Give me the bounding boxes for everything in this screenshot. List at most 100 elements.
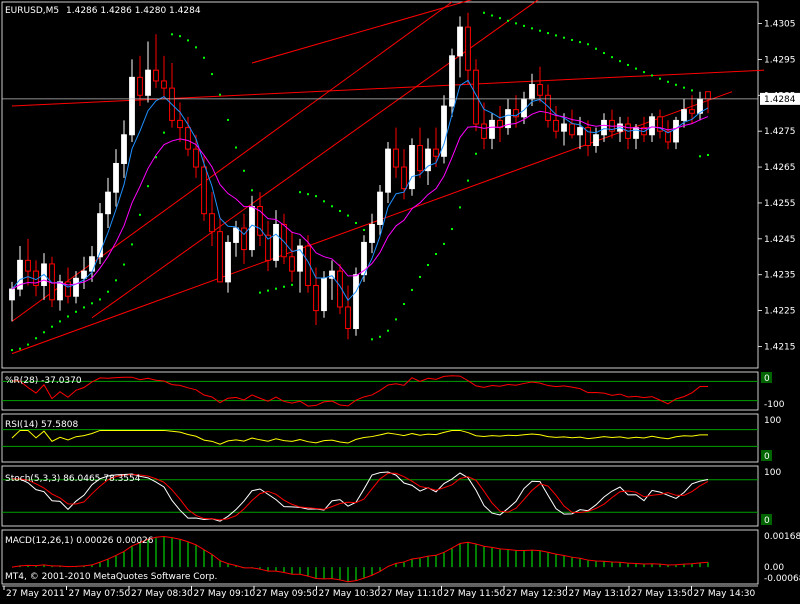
- trendline: [11, 1, 453, 322]
- candle-body: [25, 259, 31, 272]
- sar-dot: [43, 331, 45, 334]
- sar-dot: [115, 279, 117, 282]
- sar-dot: [299, 191, 301, 194]
- scale-marker: [761, 514, 772, 525]
- candle-body: [417, 145, 423, 172]
- candle-body: [465, 26, 471, 71]
- candle-body: [49, 263, 55, 301]
- candle-body: [529, 84, 535, 100]
- symbol-label: EURUSD,M5: [5, 6, 59, 16]
- pane-frame: [1, 1, 759, 369]
- price-tick-label: 1.4215: [764, 342, 796, 352]
- candle-body: [369, 223, 375, 243]
- sar-dot: [347, 214, 349, 217]
- pane-frame: [1, 413, 759, 463]
- scale-marker: [761, 372, 772, 383]
- candle-body: [81, 270, 87, 279]
- candle-body: [425, 148, 431, 172]
- stochastic-pane[interactable]: Stoch(5,3,3) 86.0465 78.3554: [2, 471, 758, 522]
- sar-dot: [171, 33, 173, 36]
- candle-body: [401, 166, 407, 190]
- scale-label: 100: [764, 416, 781, 426]
- candle-body: [233, 227, 239, 243]
- candle-body: [249, 206, 255, 251]
- sar-dot: [547, 32, 549, 35]
- sar-dot: [491, 14, 493, 17]
- sar-dot: [707, 154, 709, 157]
- price-tick-label: 1.4275: [764, 127, 796, 137]
- candle-body: [289, 256, 295, 272]
- sar-dot: [651, 74, 653, 77]
- candle-body: [361, 241, 367, 276]
- sar-dot: [579, 41, 581, 44]
- candle-body: [281, 223, 287, 258]
- candle-body: [473, 69, 479, 125]
- sar-dot: [499, 17, 501, 20]
- macd-label: MACD(12,26,1) 0.00026 0.00026: [5, 536, 154, 546]
- time-axis: 27 May 2011 27 May 07:50 27 May 08:30 27 Ma…: [3, 586, 755, 599]
- sar-dot: [403, 303, 405, 306]
- candle-body: [457, 26, 463, 57]
- sar-dot: [35, 337, 37, 340]
- macd-signal-series: [11, 535, 709, 583]
- candle-body: [201, 166, 207, 215]
- sar-dot: [667, 80, 669, 83]
- sar-dot: [123, 263, 125, 266]
- candle-body: [345, 306, 351, 330]
- price-pane[interactable]: EURUSD,M5 1.4286 1.4286 1.4280 1.4284: [2, 0, 765, 355]
- sar-dot: [531, 27, 533, 30]
- sar-dot: [459, 206, 461, 209]
- time-tick-label: 27 May 2011: [6, 589, 65, 599]
- sar-dot: [451, 228, 453, 231]
- sar-dot: [675, 83, 677, 86]
- sar-dot: [251, 189, 253, 192]
- candle-body: [105, 191, 111, 215]
- sar-dot: [523, 24, 525, 27]
- scale-marker: [761, 450, 772, 461]
- candle-body: [409, 145, 415, 190]
- time-tick-label: 27 May 13:10: [569, 589, 631, 599]
- sar-dot: [163, 131, 165, 134]
- candle-body: [593, 134, 599, 147]
- sar-dot: [563, 36, 565, 39]
- pane-frame: [1, 371, 759, 411]
- rsi-pane[interactable]: RSI(14) 57.5808: [2, 420, 758, 447]
- candle-body: [273, 223, 279, 261]
- sar-dot: [443, 242, 445, 245]
- sar-dot: [139, 213, 141, 216]
- candle-body: [481, 123, 487, 139]
- sar-dot: [155, 156, 157, 159]
- candle-body: [57, 281, 63, 301]
- stochastic-label: Stoch(5,3,3) 86.0465 78.3554: [5, 474, 141, 484]
- sar-dot: [291, 283, 293, 286]
- sar-dot: [467, 179, 469, 182]
- sar-dot: [227, 118, 229, 121]
- candle-body: [353, 274, 359, 330]
- candle-body: [153, 69, 159, 82]
- sar-dot: [267, 289, 269, 292]
- candle-body: [705, 91, 711, 100]
- scale-label: 0.00168: [764, 532, 800, 542]
- pane-frames: [1, 1, 759, 587]
- macd-pane[interactable]: MACD(12,26,1) 0.00026 0.00026 MT4, © 200…: [5, 535, 709, 583]
- macd-histogram: [11, 535, 709, 583]
- candles: [9, 12, 711, 340]
- candle-body: [585, 127, 591, 147]
- candle-body: [377, 191, 383, 225]
- sar-dot: [699, 155, 701, 158]
- candle-body: [569, 123, 575, 136]
- sar-dot: [275, 287, 277, 290]
- scale-label: 0: [764, 374, 770, 384]
- sar-dot: [75, 310, 77, 313]
- williams-r-pane[interactable]: %R(28) -37.0370: [2, 375, 758, 407]
- candle-body: [161, 80, 167, 89]
- candle-body: [297, 245, 303, 272]
- price-tick-label: 1.4305: [764, 20, 796, 30]
- candle-body: [121, 134, 127, 164]
- sar-dot: [595, 47, 597, 50]
- sar-dot: [603, 52, 605, 55]
- sar-dot: [315, 195, 317, 198]
- candle-body: [17, 259, 23, 290]
